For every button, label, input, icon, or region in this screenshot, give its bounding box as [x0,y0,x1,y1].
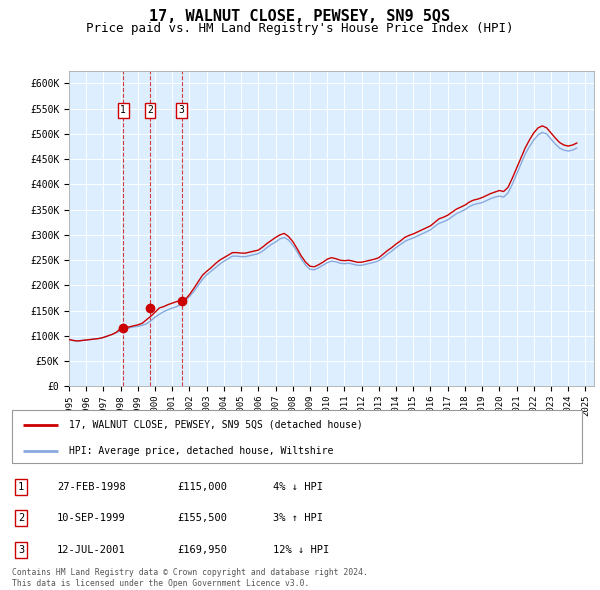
Text: £155,500: £155,500 [177,513,227,523]
Text: 12% ↓ HPI: 12% ↓ HPI [273,545,329,555]
Text: 1: 1 [120,105,126,115]
Text: 3: 3 [179,105,185,115]
Text: 1: 1 [18,482,24,491]
Text: 2: 2 [18,513,24,523]
Text: HPI: Average price, detached house, Wiltshire: HPI: Average price, detached house, Wilt… [69,447,334,457]
Text: 2: 2 [147,105,153,115]
Text: £115,000: £115,000 [177,482,227,491]
Text: 3: 3 [18,545,24,555]
Text: 12-JUL-2001: 12-JUL-2001 [57,545,126,555]
Text: 17, WALNUT CLOSE, PEWSEY, SN9 5QS: 17, WALNUT CLOSE, PEWSEY, SN9 5QS [149,9,451,24]
Text: Contains HM Land Registry data © Crown copyright and database right 2024.: Contains HM Land Registry data © Crown c… [12,568,368,577]
Text: 27-FEB-1998: 27-FEB-1998 [57,482,126,491]
FancyBboxPatch shape [12,410,582,463]
Text: 17, WALNUT CLOSE, PEWSEY, SN9 5QS (detached house): 17, WALNUT CLOSE, PEWSEY, SN9 5QS (detac… [69,420,363,430]
Text: £169,950: £169,950 [177,545,227,555]
Text: 10-SEP-1999: 10-SEP-1999 [57,513,126,523]
Text: 4% ↓ HPI: 4% ↓ HPI [273,482,323,491]
Text: This data is licensed under the Open Government Licence v3.0.: This data is licensed under the Open Gov… [12,579,310,588]
Text: 3% ↑ HPI: 3% ↑ HPI [273,513,323,523]
Text: Price paid vs. HM Land Registry's House Price Index (HPI): Price paid vs. HM Land Registry's House … [86,22,514,35]
